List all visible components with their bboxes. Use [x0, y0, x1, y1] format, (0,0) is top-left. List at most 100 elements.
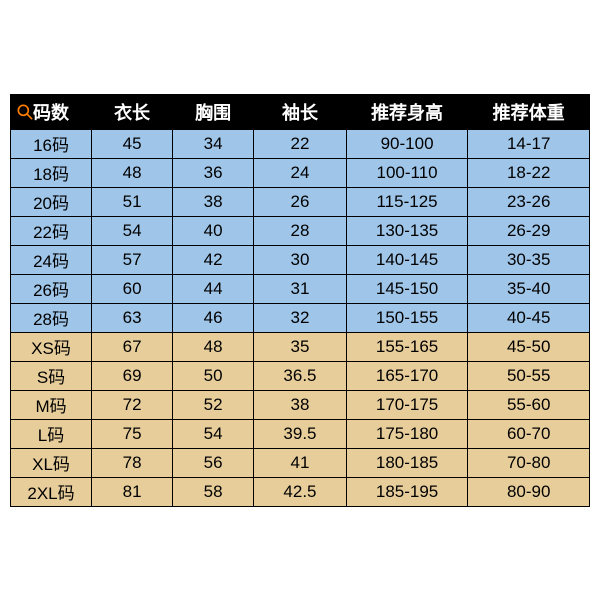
table-cell: 20码	[11, 187, 92, 216]
table-cell: 180-185	[346, 448, 468, 477]
header-label: 码数	[33, 103, 69, 123]
size-chart-table: 码数 衣长 胸围 袖长 推荐身高 推荐体重 16码45342290-10014-…	[10, 94, 590, 507]
table-cell: 80-90	[468, 477, 590, 506]
table-cell: 22码	[11, 216, 92, 245]
table-row: XL码785641180-18570-80	[11, 448, 590, 477]
table-cell: 26码	[11, 274, 92, 303]
table-cell: 175-180	[346, 419, 468, 448]
table-cell: 57	[92, 245, 173, 274]
table-cell: 170-175	[346, 390, 468, 419]
table-cell: 67	[92, 332, 173, 361]
table-cell: 69	[92, 361, 173, 390]
table-cell: 50	[173, 361, 254, 390]
table-row: 2XL码815842.5185-19580-90	[11, 477, 590, 506]
table-cell: 36	[173, 158, 254, 187]
header-label: 袖长	[282, 103, 318, 123]
table-cell: 18码	[11, 158, 92, 187]
table-cell: 45-50	[468, 332, 590, 361]
table-cell: 35	[254, 332, 347, 361]
table-row: 20码513826115-12523-26	[11, 187, 590, 216]
table-cell: 24码	[11, 245, 92, 274]
table-row: L码755439.5175-18060-70	[11, 419, 590, 448]
table-cell: 41	[254, 448, 347, 477]
table-cell: 16码	[11, 129, 92, 158]
col-size: 码数	[11, 94, 92, 129]
table-cell: 36.5	[254, 361, 347, 390]
table-cell: 150-155	[346, 303, 468, 332]
header-label: 衣长	[114, 103, 150, 123]
search-icon	[15, 102, 35, 122]
table-cell: 40-45	[468, 303, 590, 332]
table-cell: M码	[11, 390, 92, 419]
table-cell: 54	[173, 419, 254, 448]
table-cell: 45	[92, 129, 173, 158]
table-cell: 81	[92, 477, 173, 506]
table-cell: 185-195	[346, 477, 468, 506]
table-row: M码725238170-17555-60	[11, 390, 590, 419]
table-cell: 28码	[11, 303, 92, 332]
table-cell: 56	[173, 448, 254, 477]
table-cell: 50-55	[468, 361, 590, 390]
table-cell: 155-165	[346, 332, 468, 361]
table-cell: 75	[92, 419, 173, 448]
table-cell: 54	[92, 216, 173, 245]
table-cell: 60	[92, 274, 173, 303]
table-cell: 115-125	[346, 187, 468, 216]
table-cell: 72	[92, 390, 173, 419]
header-label: 推荐身高	[371, 103, 443, 123]
header-label: 推荐体重	[493, 103, 565, 123]
table-cell: 78	[92, 448, 173, 477]
table-cell: 70-80	[468, 448, 590, 477]
table-cell: 40	[173, 216, 254, 245]
table-cell: 130-135	[346, 216, 468, 245]
table-cell: 145-150	[346, 274, 468, 303]
table-cell: 48	[92, 158, 173, 187]
size-chart-container: 码数 衣长 胸围 袖长 推荐身高 推荐体重 16码45342290-10014-…	[10, 94, 590, 507]
table-cell: L码	[11, 419, 92, 448]
table-cell: 2XL码	[11, 477, 92, 506]
table-cell: 42	[173, 245, 254, 274]
table-cell: 165-170	[346, 361, 468, 390]
col-chest: 胸围	[173, 94, 254, 129]
table-cell: 32	[254, 303, 347, 332]
table-row: 24码574230140-14530-35	[11, 245, 590, 274]
table-cell: 34	[173, 129, 254, 158]
table-cell: 63	[92, 303, 173, 332]
table-row: 28码634632150-15540-45	[11, 303, 590, 332]
table-cell: 51	[92, 187, 173, 216]
table-cell: 31	[254, 274, 347, 303]
table-cell: 38	[173, 187, 254, 216]
table-cell: 24	[254, 158, 347, 187]
table-cell: 55-60	[468, 390, 590, 419]
col-weight: 推荐体重	[468, 94, 590, 129]
table-row: 16码45342290-10014-17	[11, 129, 590, 158]
header-label: 胸围	[195, 103, 231, 123]
table-cell: 39.5	[254, 419, 347, 448]
table-row: 18码483624100-11018-22	[11, 158, 590, 187]
table-row: S码695036.5165-17050-55	[11, 361, 590, 390]
table-cell: 18-22	[468, 158, 590, 187]
table-header: 码数 衣长 胸围 袖长 推荐身高 推荐体重	[11, 94, 590, 129]
table-cell: 22	[254, 129, 347, 158]
table-cell: 100-110	[346, 158, 468, 187]
table-cell: 90-100	[346, 129, 468, 158]
table-cell: 48	[173, 332, 254, 361]
table-cell: 26-29	[468, 216, 590, 245]
table-cell: 46	[173, 303, 254, 332]
table-cell: 30-35	[468, 245, 590, 274]
table-cell: S码	[11, 361, 92, 390]
table-cell: 52	[173, 390, 254, 419]
table-row: 26码604431145-15035-40	[11, 274, 590, 303]
col-sleeve: 袖长	[254, 94, 347, 129]
table-body: 16码45342290-10014-1718码483624100-11018-2…	[11, 129, 590, 506]
table-cell: 58	[173, 477, 254, 506]
table-cell: 30	[254, 245, 347, 274]
table-row: 22码544028130-13526-29	[11, 216, 590, 245]
table-cell: 28	[254, 216, 347, 245]
table-cell: 26	[254, 187, 347, 216]
table-cell: 44	[173, 274, 254, 303]
table-row: XS码674835155-16545-50	[11, 332, 590, 361]
table-cell: 38	[254, 390, 347, 419]
col-height: 推荐身高	[346, 94, 468, 129]
table-cell: XL码	[11, 448, 92, 477]
